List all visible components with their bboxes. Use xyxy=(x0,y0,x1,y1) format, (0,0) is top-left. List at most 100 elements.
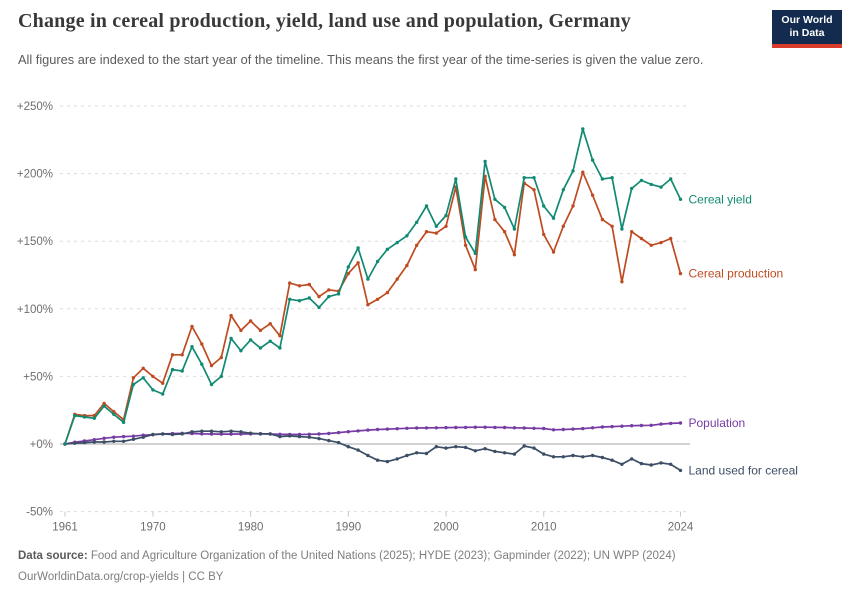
data-point-land-used-for-cereal xyxy=(170,432,175,437)
data-point-cereal-yield xyxy=(258,346,263,350)
series-label-population[interactable]: Population xyxy=(689,416,746,430)
x-tick-label: 2000 xyxy=(433,522,459,534)
data-point-cereal-yield xyxy=(678,197,683,201)
data-point-cereal-production xyxy=(151,374,155,379)
data-point-land-used-for-cereal xyxy=(620,462,624,466)
data-point-cereal-production xyxy=(610,224,614,228)
data-point-cereal-production xyxy=(229,313,233,318)
data-point-population xyxy=(434,426,438,430)
data-point-cereal-yield xyxy=(463,235,468,239)
data-point-land-used-for-cereal xyxy=(444,446,448,450)
data-point-cereal-yield xyxy=(532,176,536,180)
data-point-cereal-yield xyxy=(669,177,673,181)
data-point-cereal-yield xyxy=(454,177,458,181)
data-point-land-used-for-cereal xyxy=(502,451,507,455)
data-point-cereal-production xyxy=(375,297,380,301)
data-point-cereal-yield xyxy=(639,178,644,183)
owid-logo[interactable]: Our World in Data xyxy=(772,10,842,48)
chart-url-link[interactable]: OurWorldinData.org/crop-yields xyxy=(18,570,179,583)
data-point-land-used-for-cereal xyxy=(356,448,360,452)
data-point-land-used-for-cereal xyxy=(288,434,292,438)
data-point-cereal-production xyxy=(542,232,546,237)
data-point-cereal-production xyxy=(327,288,331,292)
data-point-cereal-yield xyxy=(219,374,223,379)
data-point-population xyxy=(493,425,497,430)
data-point-population xyxy=(346,430,350,434)
data-point-cereal-production xyxy=(600,217,605,222)
chart-svg[interactable]: +250% +200% +150% +100% +50% +0% -50% 1961 1970 1… xyxy=(0,95,850,545)
footer-separator: | xyxy=(182,570,186,583)
data-point-cereal-production xyxy=(307,282,311,287)
data-point-cereal-production xyxy=(444,224,448,228)
data-point-cereal-yield xyxy=(346,265,350,269)
data-point-cereal-yield xyxy=(102,404,106,408)
data-point-cereal-yield xyxy=(317,305,321,310)
data-point-cereal-production xyxy=(561,224,565,228)
data-point-cereal-yield xyxy=(73,413,77,418)
data-point-cereal-production xyxy=(161,381,165,385)
data-point-cereal-production xyxy=(649,243,653,247)
data-point-cereal-production xyxy=(581,170,585,174)
data-point-land-used-for-cereal xyxy=(209,429,214,433)
data-point-land-used-for-cereal xyxy=(297,434,302,439)
data-point-land-used-for-cereal xyxy=(473,449,477,453)
data-point-land-used-for-cereal xyxy=(141,435,145,439)
data-point-land-used-for-cereal xyxy=(590,453,595,458)
x-tick-label: 1961 xyxy=(52,522,78,534)
series-label-cereal-production[interactable]: Cereal production xyxy=(689,267,784,281)
data-point-land-used-for-cereal xyxy=(600,455,605,460)
data-point-cereal-yield xyxy=(209,382,214,387)
series-line-land-used-for-cereal[interactable] xyxy=(64,430,681,472)
data-point-land-used-for-cereal xyxy=(454,445,458,449)
data-point-cereal-production xyxy=(170,353,175,357)
data-point-population xyxy=(102,436,106,440)
data-point-land-used-for-cereal xyxy=(571,453,575,458)
data-point-land-used-for-cereal xyxy=(161,432,165,436)
data-point-population xyxy=(385,427,390,431)
data-point-land-used-for-cereal xyxy=(532,446,536,450)
data-point-cereal-yield xyxy=(512,227,517,231)
data-point-cereal-yield xyxy=(190,345,194,349)
page-title: Change in cereal production, yield, land… xyxy=(18,10,631,32)
data-point-cereal-production xyxy=(317,294,321,299)
chart-subtitle: All figures are indexed to the start yea… xyxy=(18,52,704,67)
data-point-population xyxy=(209,432,214,436)
x-tick-label: 1980 xyxy=(238,522,264,534)
data-point-cereal-yield xyxy=(356,246,360,250)
data-point-land-used-for-cereal xyxy=(542,452,546,456)
data-point-cereal-yield xyxy=(444,213,448,218)
data-point-cereal-production xyxy=(473,267,477,272)
data-point-cereal-production xyxy=(590,193,595,197)
data-point-cereal-production xyxy=(180,353,184,357)
data-point-cereal-yield xyxy=(327,294,331,299)
series-line-cereal-yield[interactable] xyxy=(64,128,682,445)
data-point-cereal-yield xyxy=(610,176,614,180)
data-point-cereal-yield xyxy=(385,247,390,251)
x-tick-label: 2024 xyxy=(668,522,694,534)
y-tick-label: +150% xyxy=(17,236,53,248)
data-point-cereal-yield xyxy=(180,369,184,373)
data-point-cereal-production xyxy=(131,376,136,380)
data-point-cereal-yield xyxy=(297,299,302,303)
data-point-population xyxy=(229,432,233,436)
data-point-land-used-for-cereal xyxy=(424,451,429,456)
data-point-population xyxy=(502,425,507,430)
data-point-cereal-yield xyxy=(493,197,497,201)
data-point-land-used-for-cereal xyxy=(346,445,350,449)
data-point-population xyxy=(590,426,595,430)
series-label-land-used-for-cereal[interactable]: Land used for cereal xyxy=(689,463,798,477)
data-point-land-used-for-cereal xyxy=(415,451,419,455)
series-line-cereal-production[interactable] xyxy=(64,171,682,445)
data-source-label: Data source: xyxy=(18,550,88,562)
data-point-cereal-yield xyxy=(63,442,67,446)
data-point-cereal-yield xyxy=(112,412,116,416)
data-point-land-used-for-cereal xyxy=(92,440,97,444)
data-point-cereal-yield xyxy=(141,376,145,380)
data-point-population xyxy=(375,427,380,432)
chart-footer: Data source: Food and Agriculture Organi… xyxy=(18,546,832,587)
series-label-cereal-yield[interactable]: Cereal yield xyxy=(689,192,752,206)
data-point-land-used-for-cereal xyxy=(649,463,653,467)
data-point-cereal-production xyxy=(405,263,409,268)
data-point-land-used-for-cereal xyxy=(659,461,663,465)
